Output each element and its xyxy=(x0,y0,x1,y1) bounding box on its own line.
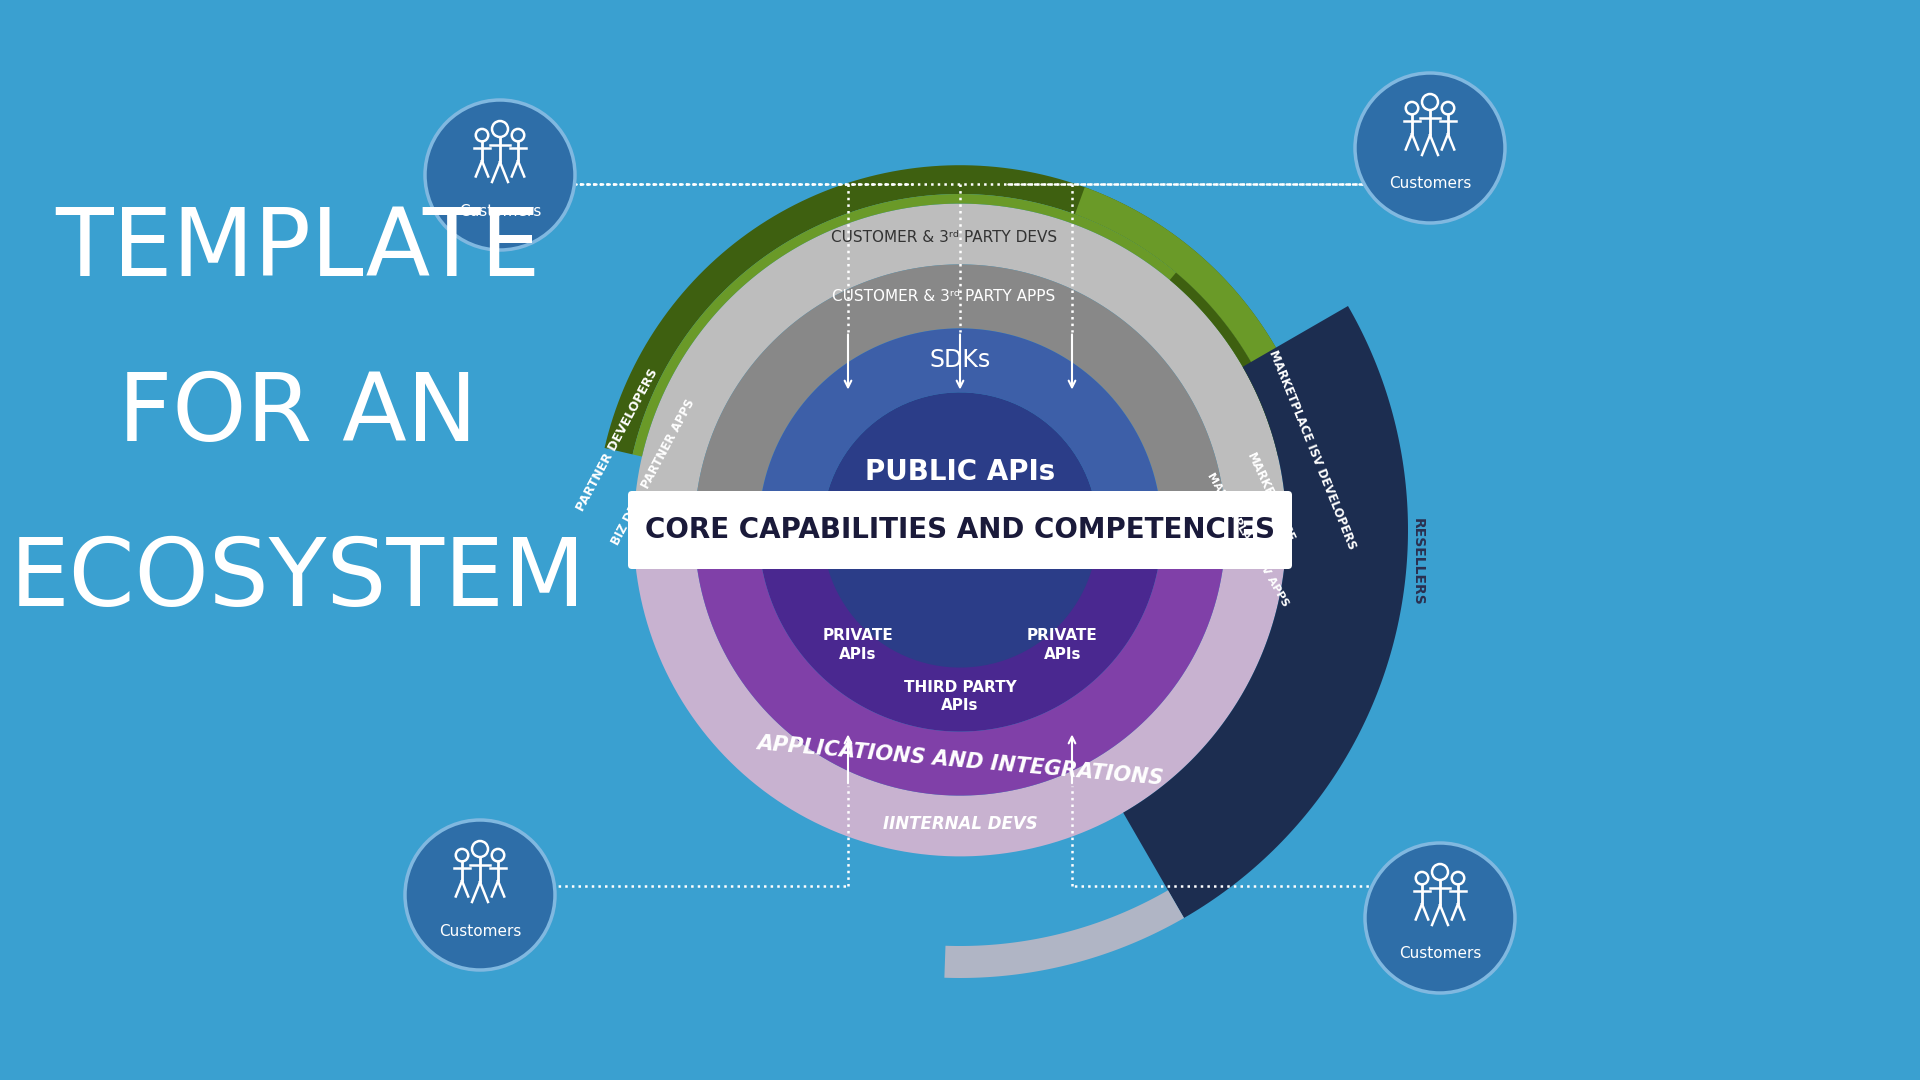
Polygon shape xyxy=(695,530,1225,796)
Text: Customers: Customers xyxy=(1388,176,1471,191)
Text: Customers: Customers xyxy=(1400,946,1480,961)
FancyBboxPatch shape xyxy=(628,491,1292,569)
Polygon shape xyxy=(758,530,1162,731)
Text: THIRD PARTY
APIs: THIRD PARTY APIs xyxy=(904,679,1016,713)
Polygon shape xyxy=(822,392,1098,667)
Text: TEMPLATE: TEMPLATE xyxy=(56,204,540,296)
Text: ECOSYSTEM: ECOSYSTEM xyxy=(10,534,586,626)
Ellipse shape xyxy=(424,100,574,249)
Text: RESELLERS: RESELLERS xyxy=(1411,518,1425,606)
Text: MARKETPLACE ISV APPS: MARKETPLACE ISV APPS xyxy=(1206,471,1290,608)
Text: MARKETPLACE: MARKETPLACE xyxy=(1244,451,1296,544)
Text: CUSTOMER & 3ʳᵈ PARTY DEVS: CUSTOMER & 3ʳᵈ PARTY DEVS xyxy=(831,230,1058,245)
Polygon shape xyxy=(945,890,1185,978)
Text: PRIVATE
APIs: PRIVATE APIs xyxy=(822,629,893,662)
Polygon shape xyxy=(695,265,1225,530)
Text: FOR AN: FOR AN xyxy=(117,369,478,461)
Ellipse shape xyxy=(405,820,555,970)
Text: IINTERNAL DEVS: IINTERNAL DEVS xyxy=(883,815,1037,834)
Polygon shape xyxy=(605,165,1308,455)
Polygon shape xyxy=(634,204,1286,530)
Text: Customers: Customers xyxy=(440,923,520,939)
Text: SDKs: SDKs xyxy=(929,349,991,373)
Text: CUSTOMER & 3ʳᵈ PARTY APPS: CUSTOMER & 3ʳᵈ PARTY APPS xyxy=(833,288,1056,303)
Polygon shape xyxy=(1169,272,1288,457)
Text: MARKETPLACE ISV DEVELOPERS: MARKETPLACE ISV DEVELOPERS xyxy=(1265,349,1357,552)
Polygon shape xyxy=(634,530,1286,856)
Polygon shape xyxy=(632,194,1279,457)
Polygon shape xyxy=(1075,187,1315,455)
Text: PUBLIC APIs: PUBLIC APIs xyxy=(864,458,1056,486)
Text: BIZ DEVs PARTNER APPS: BIZ DEVs PARTNER APPS xyxy=(609,397,697,548)
Polygon shape xyxy=(758,328,1162,530)
Text: Customers: Customers xyxy=(459,203,541,218)
Polygon shape xyxy=(1123,306,1407,918)
Text: PARTNER DEVELOPERS: PARTNER DEVELOPERS xyxy=(574,367,660,514)
Ellipse shape xyxy=(1365,843,1515,993)
Text: CORE CAPABILITIES AND COMPETENCIES: CORE CAPABILITIES AND COMPETENCIES xyxy=(645,516,1275,544)
Text: PRIVATE
APIs: PRIVATE APIs xyxy=(1027,629,1098,662)
Text: APPLICATIONS AND INTEGRATIONS: APPLICATIONS AND INTEGRATIONS xyxy=(756,732,1164,788)
Ellipse shape xyxy=(1356,73,1505,222)
